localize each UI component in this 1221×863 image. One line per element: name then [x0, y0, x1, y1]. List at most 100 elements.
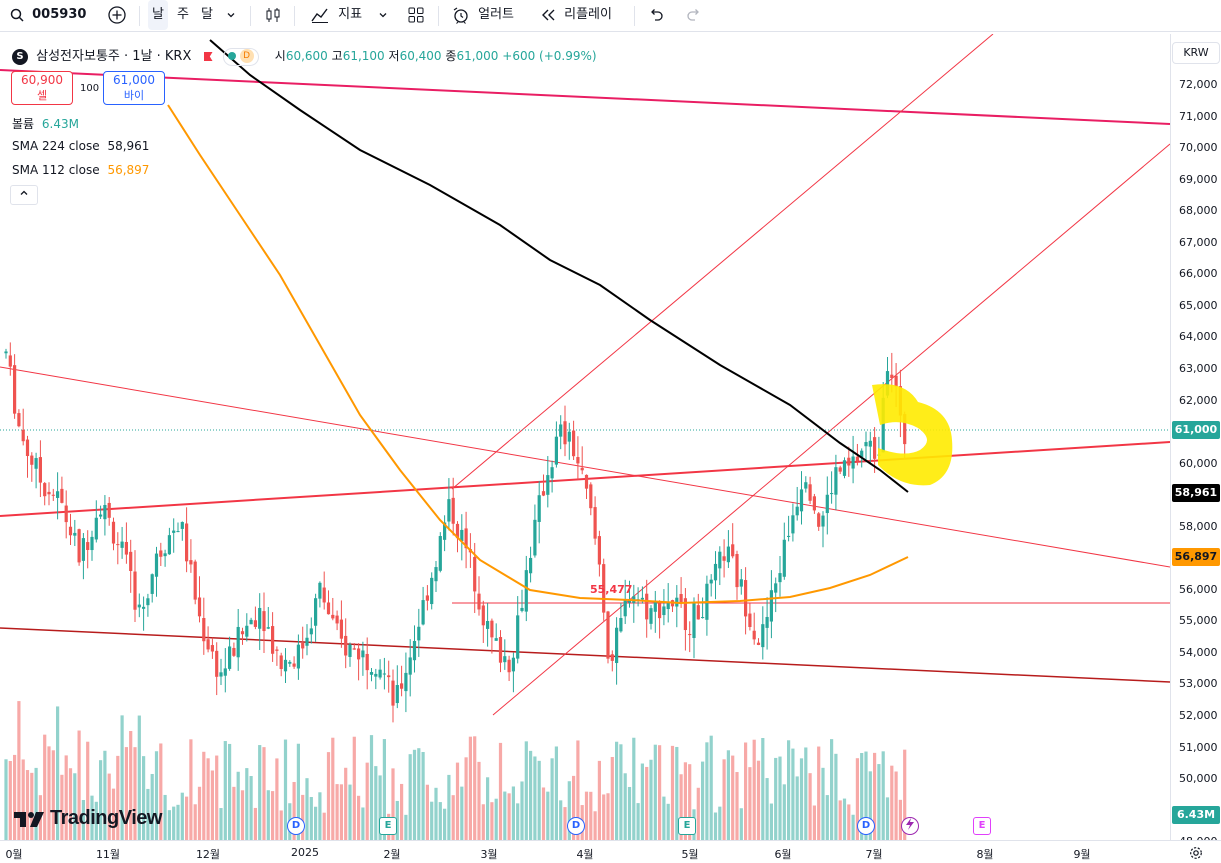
candle-body	[688, 634, 692, 636]
candle-body	[331, 614, 335, 619]
candle-body	[713, 563, 718, 581]
split-marker[interactable]	[901, 817, 919, 835]
price-tick: 70,000	[1179, 141, 1218, 155]
volume-bar	[137, 715, 141, 840]
price-chart[interactable]	[0, 34, 1170, 840]
candle-body	[765, 616, 769, 628]
candle-body	[258, 607, 262, 629]
sma224-legend[interactable]: SMA 224 close 58,961	[12, 139, 149, 153]
replay-button[interactable]: 리플레이	[540, 0, 612, 30]
volume-bar	[154, 751, 159, 840]
volume-bar	[890, 765, 894, 840]
volume-bar	[627, 786, 632, 840]
legend-title-row: S 삼성전자보통주 · 1날 · KRX D 시60,600 고61,100 저…	[12, 45, 597, 66]
volume-bar	[167, 810, 171, 840]
legend-title[interactable]: 삼성전자보통주 · 1날 · KRX	[36, 49, 192, 64]
volume-bar	[873, 752, 877, 840]
indicators-dropdown[interactable]	[378, 0, 388, 30]
ohlc-high-key: 고	[331, 49, 343, 63]
interval-month[interactable]: 달	[201, 7, 213, 22]
volume-bar	[206, 758, 210, 840]
candle-body	[305, 637, 309, 646]
undo-button[interactable]	[648, 0, 664, 30]
volume-bar	[292, 781, 296, 840]
symbol-search[interactable]: 005930	[10, 0, 86, 30]
candle-body	[322, 587, 326, 603]
volume-bar	[447, 774, 451, 840]
earnings-marker[interactable]: E	[678, 817, 696, 835]
dividend-marker[interactable]: D	[857, 817, 875, 835]
toolbar-divider	[139, 6, 140, 26]
volume-bar	[847, 804, 851, 840]
volume-bar	[597, 760, 601, 840]
volume-bar	[640, 763, 644, 840]
earnings-marker-upcoming[interactable]: E	[973, 817, 991, 835]
volume-bar	[99, 760, 103, 840]
candle-body	[262, 611, 266, 632]
dividend-marker[interactable]: D	[567, 817, 585, 835]
volume-bar	[511, 786, 515, 840]
volume-bar	[189, 739, 193, 840]
time-axis[interactable]: 0월 11월 12월 2025 2월 3월 4월 5월 6월 7월 8월 9월	[0, 840, 1221, 863]
candle-body	[387, 675, 391, 678]
volume-bar	[43, 734, 47, 840]
earnings-marker[interactable]: E	[379, 817, 397, 835]
volume-bar	[322, 812, 326, 840]
candle-body	[666, 602, 670, 610]
candle-body	[245, 625, 249, 637]
dividend-marker[interactable]: D	[287, 817, 305, 835]
interval-dropdown[interactable]	[226, 0, 236, 30]
volume-bar	[739, 808, 743, 840]
volume-bar	[331, 737, 335, 840]
volume-bar	[51, 750, 55, 840]
settings-button[interactable]	[1189, 845, 1203, 863]
candle-body	[606, 611, 610, 659]
interval-day[interactable]: 날	[148, 0, 168, 30]
volume-bar	[584, 791, 589, 840]
moving-averages	[167, 39, 909, 605]
time-tick: 7월	[865, 848, 883, 861]
sma224-label: SMA 224 close	[12, 139, 100, 153]
volume-bar	[64, 755, 68, 840]
volume-bar	[550, 758, 554, 840]
chart-pane[interactable]	[0, 34, 1221, 863]
volume-bar	[34, 767, 38, 840]
volume-bar	[666, 803, 670, 840]
candle-body	[851, 456, 855, 469]
volume-bar	[752, 739, 756, 840]
indicators-button[interactable]: 지표	[310, 0, 362, 30]
alert-button[interactable]: 얼러트	[452, 0, 514, 30]
compare-button[interactable]	[107, 0, 127, 30]
volume-bar	[176, 804, 180, 840]
volume-legend[interactable]: 볼륨 6.43M	[12, 115, 79, 132]
legend-collapse-button[interactable]	[10, 185, 38, 205]
volume-bar	[348, 784, 352, 840]
candle-body	[533, 519, 537, 556]
volume-bar	[258, 745, 262, 840]
sell-button[interactable]: 60,900 셀	[11, 71, 73, 105]
chart-type-button[interactable]	[264, 0, 282, 30]
candle-body	[154, 553, 159, 577]
tradingview-logo[interactable]: TradingView	[14, 807, 162, 830]
sma112-legend[interactable]: SMA 112 close 56,897	[12, 163, 149, 177]
price-level-annotation[interactable]: 55,477	[590, 583, 633, 596]
candle-body	[554, 436, 558, 465]
redo-button[interactable]	[686, 0, 702, 30]
currency-selector[interactable]: KRW	[1172, 42, 1220, 64]
candle-body	[529, 557, 533, 574]
candle-body	[404, 672, 408, 692]
volume-bar	[202, 751, 206, 840]
candle-body	[167, 535, 171, 555]
flag-icon[interactable]	[203, 52, 213, 61]
price-tick: 64,000	[1179, 330, 1218, 344]
buy-button[interactable]: 61,000 바이	[103, 71, 165, 105]
volume-bar	[821, 767, 825, 840]
candle-body	[206, 639, 210, 650]
ohlc-close-key: 종	[445, 49, 457, 63]
volume-bar	[748, 767, 752, 840]
layouts-button[interactable]	[407, 0, 425, 30]
market-status[interactable]: D	[222, 47, 259, 66]
price-tick: 58,000	[1179, 519, 1218, 533]
interval-week[interactable]: 주	[177, 7, 189, 22]
ohlc-open: 60,600	[285, 49, 328, 63]
